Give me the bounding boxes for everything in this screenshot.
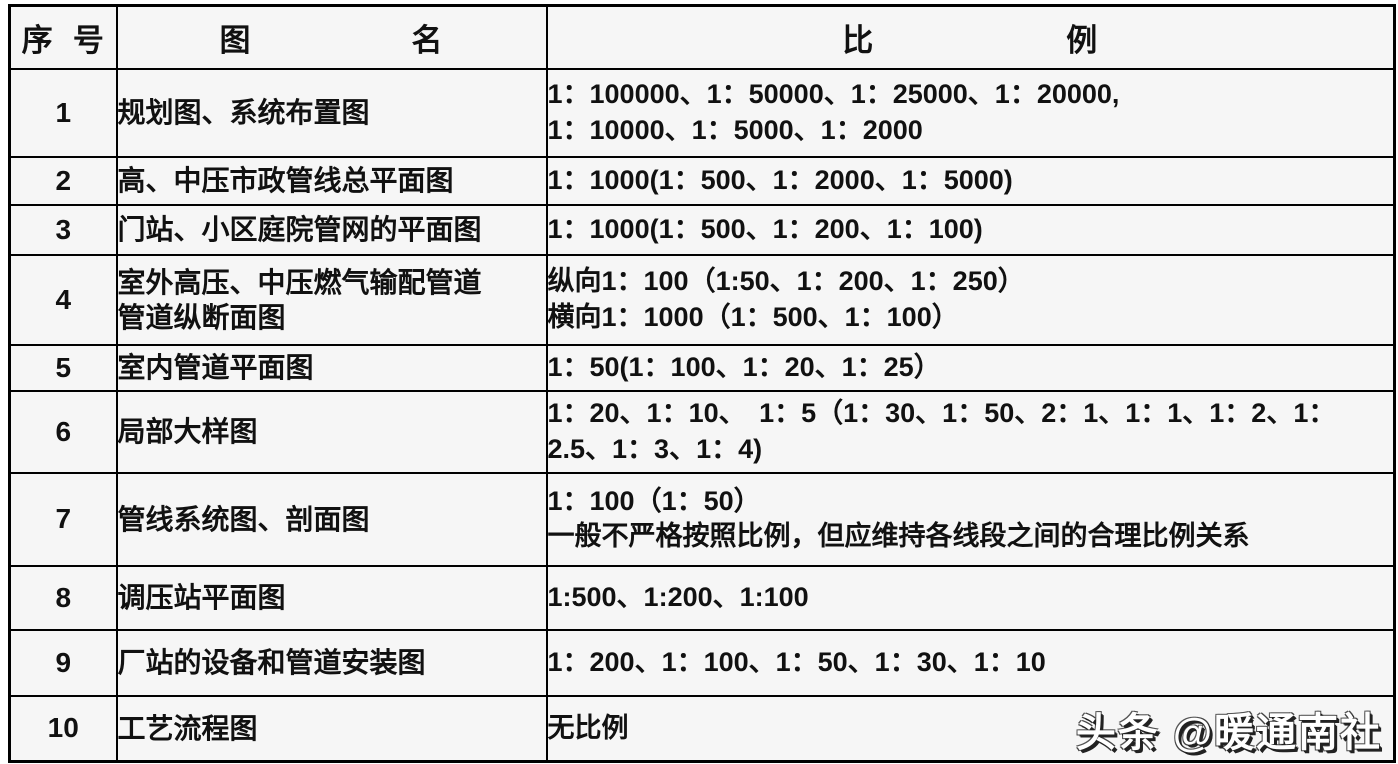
drawing-scale: 1：50(1：100、1：20、1：25） [545, 343, 1396, 392]
row-number: 3 [8, 203, 118, 256]
drawing-scale: 1：1000(1：500、1：200、1：100) [545, 203, 1396, 256]
header-row: 序 号 图 名 比 例 [8, 4, 1396, 70]
table-row: 5 室内管道平面图 1：50(1：100、1：20、1：25） [8, 343, 1396, 392]
drawing-name: 厂站的设备和管道安装图 [115, 628, 548, 697]
drawing-name: 调压站平面图 [115, 564, 548, 631]
table-row: 3 门站、小区庭院管网的平面图 1：1000(1：500、1：200、1：100… [8, 203, 1396, 256]
row-number: 2 [8, 155, 118, 206]
toutiao-watermark: 头条 @暖通南社 [1075, 711, 1382, 755]
table-row: 1 规划图、系统布置图 1：100000、1：50000、1：25000、1：2… [8, 67, 1396, 158]
drawing-name: 室内管道平面图 [115, 343, 548, 392]
header-serial-number: 序 号 [8, 4, 118, 70]
table-row: 7 管线系统图、剖面图 1：100（1：50） 一般不严格按照比例，但应维持各线… [8, 471, 1396, 567]
drawing-name: 工艺流程图 [115, 694, 548, 763]
table-row: 9 厂站的设备和管道安装图 1：200、1：100、1：50、1：30、1：10 [8, 628, 1396, 697]
drawing-scale: 1：100（1：50） 一般不严格按照比例，但应维持各线段之间的合理比例关系 [545, 471, 1396, 567]
row-number: 5 [8, 343, 118, 392]
row-number: 6 [8, 389, 118, 474]
drawing-name: 室外高压、中压燃气输配管道 管道纵断面图 [115, 253, 548, 346]
table-row: 2 高、中压市政管线总平面图 1：1000(1：500、1：2000、1：500… [8, 155, 1396, 206]
row-number: 4 [8, 253, 118, 346]
row-number: 10 [8, 694, 118, 763]
drawing-name: 规划图、系统布置图 [115, 67, 548, 158]
header-drawing-name: 图 名 [115, 4, 548, 70]
drawing-scale: 1:500、1:200、1:100 [545, 564, 1396, 631]
drawing-name: 门站、小区庭院管网的平面图 [115, 203, 548, 256]
table-row: 4 室外高压、中压燃气输配管道 管道纵断面图 纵向1：100（1:50、1：20… [8, 253, 1396, 346]
table-row: 6 局部大样图 1：20、1：10、 1：5（1：30、1：50、2：1、1：1… [8, 389, 1396, 474]
row-number: 1 [8, 67, 118, 158]
drawing-scale: 纵向1：100（1:50、1：200、1：250） 横向1：1000（1：500… [545, 253, 1396, 346]
drawing-name: 高、中压市政管线总平面图 [115, 155, 548, 206]
drawing-scale: 1：1000(1：500、1：2000、1：5000) [545, 155, 1396, 206]
header-scale: 比 例 [545, 4, 1396, 70]
drawing-name: 管线系统图、剖面图 [115, 471, 548, 567]
table-row: 10 工艺流程图 无比例 [8, 694, 1396, 763]
drawing-scale: 1：200、1：100、1：50、1：30、1：10 [545, 628, 1396, 697]
row-number: 7 [8, 471, 118, 567]
row-number: 9 [8, 628, 118, 697]
drawing-name: 局部大样图 [115, 389, 548, 474]
drawing-scale: 1：100000、1：50000、1：25000、1：20000, 1：1000… [545, 67, 1396, 158]
drawing-scale-table: 序 号 图 名 比 例 1 规划图、系统布置图 1：100000、1：50000… [8, 4, 1396, 763]
row-number: 8 [8, 564, 118, 631]
drawing-scale: 无比例 [545, 694, 1396, 763]
drawing-scale: 1：20、1：10、 1：5（1：30、1：50、2：1、1：1、1：2、1： … [545, 389, 1396, 474]
table-row: 8 调压站平面图 1:500、1:200、1:100 [8, 564, 1396, 631]
